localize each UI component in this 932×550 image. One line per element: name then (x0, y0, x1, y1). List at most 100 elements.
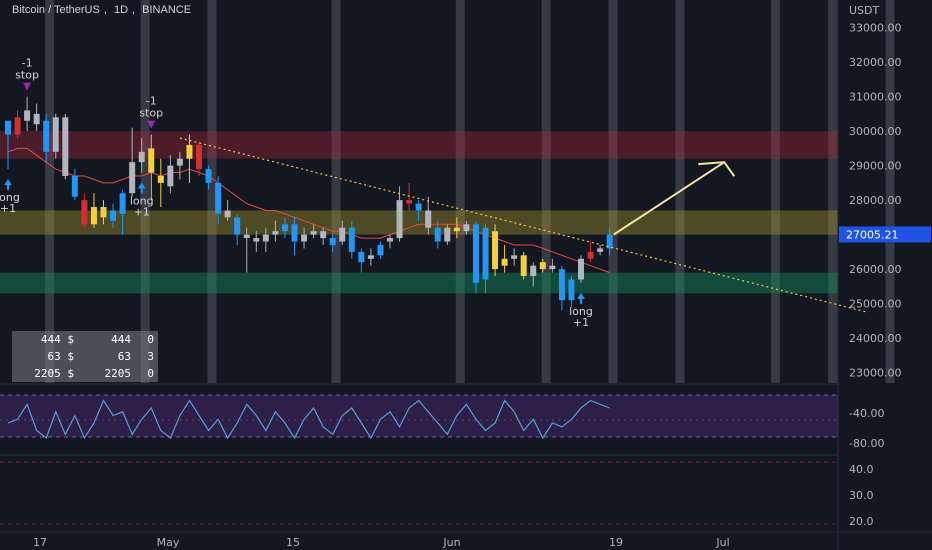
candle (224, 200, 231, 221)
candle (215, 175, 222, 225)
candle-body (558, 269, 565, 301)
price-tick-label: 33000.00 (849, 22, 902, 35)
candle (129, 127, 136, 197)
rsi-tick-label: -40.00 (849, 407, 884, 420)
candle (234, 213, 241, 245)
price-tick-label: 32000.00 (849, 56, 902, 69)
candle (415, 200, 422, 221)
candle-body (329, 238, 336, 245)
lower-tick-label: 40.0 (849, 463, 874, 476)
candle-body (492, 231, 499, 270)
signal-label: -1 (146, 95, 157, 108)
candle (568, 276, 575, 308)
candle-body (415, 203, 422, 211)
current-price-label: 27005.21 (846, 228, 899, 241)
candle-body (110, 210, 117, 221)
candle-body (14, 117, 21, 135)
current-price-tag (839, 226, 931, 243)
candle-body (62, 117, 69, 176)
candle (167, 155, 174, 194)
candle (253, 231, 260, 252)
candle (138, 138, 145, 173)
price-tick-label: 26000.00 (849, 263, 902, 276)
candle-body (310, 231, 317, 235)
candle (358, 248, 365, 273)
stats-row: 63 $ 63 3 (12, 348, 158, 365)
candle (62, 113, 69, 180)
candle-body (253, 238, 260, 242)
session-highlight-column (608, 0, 618, 383)
session-highlight-column (455, 0, 465, 383)
stats-cell: 2205 $ (34, 367, 74, 380)
candle-body (444, 227, 451, 242)
candle-body (606, 234, 613, 249)
signal-label: +1 (0, 202, 16, 215)
candle (157, 158, 164, 208)
moving-average-line (7, 147, 610, 274)
candle (597, 244, 604, 256)
stats-cell: 3 (147, 350, 154, 363)
price-tick-label: 30000.00 (849, 125, 902, 138)
rsi-tick-label: -80.00 (849, 437, 884, 450)
candle-body (568, 279, 575, 301)
session-highlight-column (45, 0, 55, 383)
candle-body (301, 234, 308, 242)
stats-row: 2205 $ 2205 0 (12, 365, 158, 382)
candle-body (358, 251, 365, 263)
candle (578, 255, 584, 283)
projection-arrow-line (613, 161, 725, 236)
candle (539, 258, 546, 273)
candle-body (396, 200, 403, 239)
candle (482, 224, 489, 294)
candle (511, 248, 518, 266)
candle (291, 217, 298, 256)
candle (348, 220, 355, 259)
candle-body (281, 224, 288, 232)
time-tick-label: Jun (442, 536, 460, 549)
candle-body (148, 148, 155, 173)
descending-trendline (179, 137, 868, 313)
candle-body (348, 227, 355, 252)
candle-body (425, 210, 432, 228)
candle-body (262, 234, 269, 242)
symbol-name: Bitcoin / TetherUS (12, 4, 100, 16)
stats-cell: 0 (147, 333, 154, 346)
candle (606, 227, 613, 256)
candle (71, 169, 78, 201)
session-highlight-column (331, 0, 341, 383)
stats-cell: 63 $ (47, 350, 75, 363)
candle (310, 224, 317, 239)
candle (281, 217, 288, 239)
signal-label: long (0, 191, 20, 204)
candle (186, 134, 193, 183)
projection-arrowhead (698, 161, 736, 177)
candle-body (367, 255, 374, 259)
candle-body (387, 238, 393, 242)
candle (81, 193, 88, 228)
candle-body (539, 262, 546, 270)
candle-body (215, 182, 222, 214)
session-highlight-column (828, 0, 838, 383)
candle-body (24, 110, 31, 121)
candle (110, 203, 117, 228)
candle-body (43, 120, 50, 152)
candle (148, 134, 155, 201)
signal-label: -1 (22, 57, 33, 70)
candle (243, 227, 250, 273)
candle (463, 220, 470, 235)
candle (43, 113, 50, 163)
candle-body (320, 231, 327, 239)
stats-cell: 444 (111, 333, 131, 346)
candle (530, 262, 537, 287)
candle-body (234, 217, 241, 235)
candle (549, 258, 556, 273)
candle-body (578, 258, 584, 280)
candle-body (482, 227, 489, 280)
signal-label: stop (15, 69, 39, 82)
header-separator: , (103, 4, 107, 16)
candle (24, 96, 31, 132)
session-highlight-column (541, 0, 551, 383)
rsi-line (7, 399, 610, 440)
